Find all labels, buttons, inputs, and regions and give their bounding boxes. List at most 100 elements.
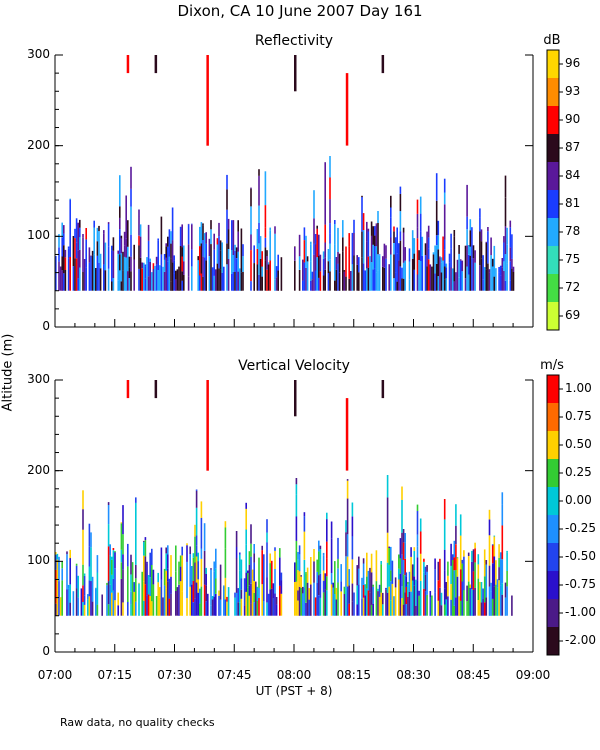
echo-streak (311, 279, 314, 291)
echo-streak (224, 599, 227, 616)
echo-streak (251, 589, 254, 616)
echo-streak (144, 537, 147, 541)
echo-streak (66, 589, 68, 616)
echo-streak (356, 565, 358, 586)
echo-streak (337, 568, 339, 583)
colorbar-label: 93 (565, 84, 581, 98)
colorbar-swatch (547, 50, 559, 79)
echo-streak (55, 603, 57, 616)
echo-streak (453, 281, 456, 291)
echo-streak (240, 578, 243, 590)
echo-streak (361, 257, 363, 291)
echo-streak (455, 504, 457, 526)
echo-streak (87, 599, 89, 616)
echo-streak (362, 230, 365, 264)
echo-streak (138, 245, 140, 269)
echo-streak (237, 602, 239, 616)
echo-streak (195, 545, 198, 557)
echo-streak (456, 557, 459, 559)
echo-streak (146, 263, 148, 291)
echo-streak (413, 253, 416, 270)
echo-streak (385, 245, 387, 259)
echo-streak (388, 586, 390, 616)
echo-streak (405, 604, 408, 616)
echo-streak (450, 248, 452, 268)
echo-streak (77, 597, 79, 616)
high-echo-streak (206, 380, 209, 471)
echo-streak (146, 595, 148, 616)
echo-streak (313, 243, 315, 255)
echo-streak (424, 566, 427, 575)
echo-streak (219, 564, 222, 568)
echo-streak (472, 549, 475, 572)
echo-streak (119, 189, 121, 207)
echo-streak (416, 213, 419, 228)
echo-streak (75, 218, 78, 243)
echo-streak (367, 256, 370, 268)
echo-streak (69, 198, 71, 200)
echo-streak (56, 583, 59, 616)
echo-streak (200, 517, 203, 549)
echo-streak (467, 581, 470, 616)
echo-streak (149, 596, 151, 616)
echo-streak (96, 555, 99, 573)
echo-streak (346, 586, 349, 616)
echo-streak (358, 556, 360, 569)
echo-streak (399, 231, 402, 241)
echo-streak (471, 227, 473, 259)
echo-streak (450, 599, 452, 616)
echo-streak (155, 596, 158, 616)
echo-streak (300, 575, 302, 577)
echo-streak (211, 596, 214, 600)
echo-streak (302, 586, 304, 594)
echo-streak (322, 570, 325, 581)
echo-streak (439, 587, 441, 616)
echo-streak (107, 246, 110, 269)
echo-streak (319, 549, 322, 560)
echo-streak (200, 243, 203, 274)
echo-streak (385, 589, 387, 616)
echo-streak (63, 225, 65, 234)
echo-streak (469, 255, 472, 291)
echo-streak (253, 562, 255, 581)
echo-streak (144, 584, 147, 616)
echo-streak (295, 540, 298, 551)
echo-streak (310, 584, 312, 616)
echo-streak (59, 597, 62, 616)
echo-streak (245, 502, 247, 509)
echo-streak (419, 531, 422, 554)
echo-streak (439, 558, 441, 588)
echo-streak (480, 582, 483, 603)
echo-streak (122, 251, 124, 271)
echo-streak (426, 248, 428, 267)
echo-streak (106, 585, 108, 616)
echo-streak (88, 596, 91, 616)
echo-streak (208, 256, 211, 291)
echo-streak (398, 260, 400, 291)
echo-streak (170, 258, 172, 282)
echo-streak (327, 261, 330, 274)
colorbar (546, 49, 563, 331)
echo-streak (329, 233, 331, 244)
echo-streak (96, 241, 99, 256)
echo-streak (98, 231, 100, 263)
echo-streak (267, 264, 270, 291)
echo-streak (218, 595, 220, 616)
echo-streak (501, 504, 504, 526)
echo-streak (69, 257, 71, 291)
echo-streak (176, 269, 179, 291)
echo-streak (324, 162, 326, 191)
echo-streak (343, 271, 346, 291)
echo-streak (295, 516, 298, 541)
echo-streak (250, 250, 252, 282)
echo-streak (380, 564, 382, 593)
echo-streak (237, 220, 239, 232)
echo-streak (178, 561, 180, 585)
echo-streak (151, 548, 153, 565)
echo-streak (334, 254, 336, 281)
colorbar-swatch (547, 571, 559, 600)
echo-streak (143, 540, 145, 542)
echo-streak (143, 555, 145, 582)
echo-streak (135, 578, 137, 602)
echo-streak (338, 272, 341, 291)
